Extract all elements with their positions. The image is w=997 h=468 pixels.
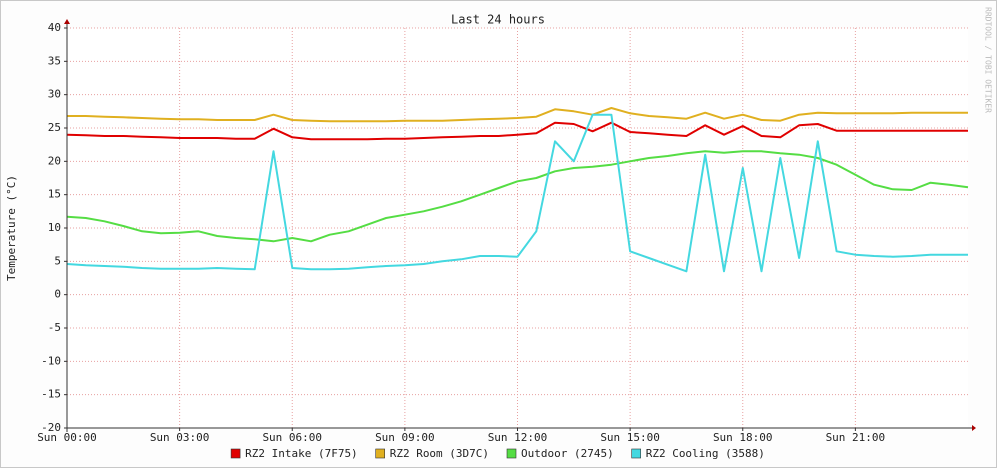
y-axis-label: Temperature (°C) (5, 175, 18, 281)
legend-item: Outdoor (2745) (506, 447, 614, 460)
y-tick-label: 5 (54, 254, 61, 267)
x-tick-label: Sun 15:00 (600, 431, 660, 444)
legend-item: RZ2 Room (3D7C) (375, 447, 489, 460)
legend-swatch (631, 448, 642, 459)
x-tick-label: Sun 03:00 (150, 431, 210, 444)
grid (66, 27, 968, 429)
legend: RZ2 Intake (7F75) RZ2 Room (3D7C) Outdoor … (230, 447, 765, 460)
y-tick-label: 40 (48, 21, 61, 34)
x-tick-label: Sun 06:00 (262, 431, 322, 444)
x-arrow (972, 425, 976, 431)
x-tick-label: Sun 09:00 (375, 431, 435, 444)
series-line (66, 113, 968, 273)
legend-item: RZ2 Intake (7F75) (230, 447, 358, 460)
y-tick-label: 10 (48, 221, 61, 234)
x-tick-label: Sun 12:00 (488, 431, 548, 444)
y-arrow (64, 19, 70, 24)
y-tick-label: 20 (48, 154, 61, 167)
x-tick-label: Sun 18:00 (713, 431, 773, 444)
y-tick-label: 25 (48, 121, 61, 134)
legend-swatch (230, 448, 241, 459)
legend-label: RZ2 Room (3D7C) (390, 447, 489, 460)
chart-title: Last 24 hours (451, 13, 545, 27)
y-tick-label: 30 (48, 88, 61, 101)
series-line (66, 150, 969, 243)
y-tick-label: 35 (48, 54, 61, 67)
legend-label: RZ2 Cooling (3588) (646, 447, 765, 460)
legend-swatch (375, 448, 386, 459)
y-tick-label: 15 (48, 188, 61, 201)
watermark: RRDTOOL / TOBI OETIKER (984, 7, 993, 113)
series-line (67, 107, 968, 123)
y-tick-label: -5 (48, 321, 61, 334)
y-tick-label: -10 (41, 354, 61, 367)
y-tick-label: 0 (54, 288, 61, 301)
y-tick-label: -15 (41, 388, 61, 401)
series-line (66, 121, 968, 141)
legend-swatch (506, 448, 517, 459)
y-tick-label: -20 (41, 421, 61, 434)
legend-item: RZ2 Cooling (3588) (631, 447, 765, 460)
lines (66, 107, 969, 273)
x-tick-label: Sun 21:00 (826, 431, 886, 444)
legend-label: Outdoor (2745) (521, 447, 614, 460)
axes: -20 -15 -10 -5 0 5 10 15 20 25 30 35 40 Sun 00:00 Sun … (37, 19, 976, 444)
x-tick-label: Sun 00:00 (37, 431, 97, 444)
legend-label: RZ2 Intake (7F75) (245, 447, 358, 460)
